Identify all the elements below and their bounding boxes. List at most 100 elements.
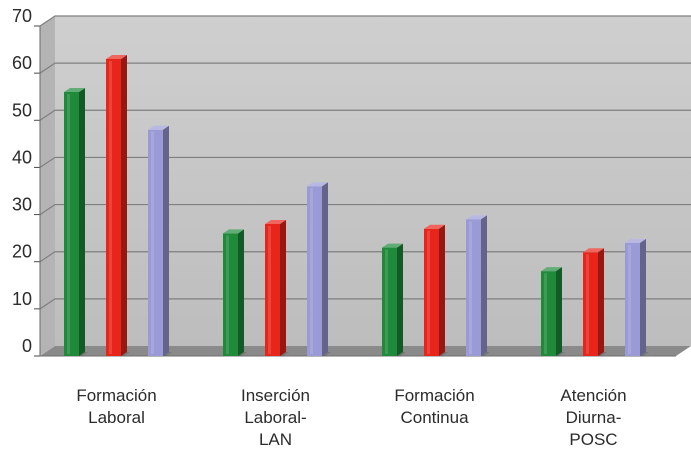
bar <box>625 238 649 356</box>
bar-highlight <box>427 230 430 354</box>
y-tick-label: 50 <box>12 100 32 120</box>
bar-highlight <box>544 273 547 354</box>
y-tick-label: 10 <box>12 289 32 309</box>
x-category-label-line: LAN <box>259 430 292 449</box>
bar-side <box>79 88 85 356</box>
x-category-label-line: Inserción <box>241 386 310 405</box>
bar-front <box>541 271 556 356</box>
bar-highlight <box>385 249 388 354</box>
plot-floor <box>40 346 691 357</box>
bar-front <box>148 129 163 356</box>
y-tick-label: 60 <box>12 53 32 73</box>
bar-top <box>64 88 85 92</box>
gridline <box>39 109 691 121</box>
bar-shadow <box>640 352 649 356</box>
x-category-label: Atención Diurna- POSC <box>560 386 626 449</box>
x-category-label: Inserción Laboral- LAN <box>241 386 310 449</box>
bar <box>424 224 448 356</box>
bar-top <box>583 248 604 253</box>
bar-side <box>280 220 286 356</box>
bar-front <box>106 59 121 356</box>
bar-side <box>397 243 403 356</box>
x-category-label-line: Diurna- <box>566 408 622 427</box>
bar-shadow <box>322 352 331 356</box>
bar-shadow <box>280 352 289 356</box>
bar-shadow <box>397 352 406 356</box>
bar-side <box>556 267 562 356</box>
gridline <box>39 62 691 74</box>
bar-top <box>466 215 487 220</box>
bar-top <box>541 267 562 272</box>
bar-top <box>106 55 127 59</box>
bar-top <box>625 238 646 243</box>
x-category-label-line: Continua <box>400 408 469 427</box>
bar-top <box>265 220 286 224</box>
bar <box>265 220 289 356</box>
bar-highlight <box>67 94 70 354</box>
x-category-label-line: Formación <box>76 386 156 405</box>
x-category-label-line: Laboral- <box>244 408 306 427</box>
bar-highlight <box>586 254 589 354</box>
bar <box>466 215 490 356</box>
gridline <box>39 156 691 168</box>
bar-highlight <box>268 226 271 354</box>
x-category-label-line: Formación <box>394 386 474 405</box>
bar <box>64 88 88 356</box>
bar <box>223 229 247 356</box>
y-axis-ticks: 0 10 20 30 40 50 60 70 <box>12 6 41 357</box>
bar-side <box>238 229 244 356</box>
gridline <box>39 15 691 27</box>
bar-side <box>481 215 487 356</box>
bar-shadow <box>481 352 490 356</box>
bar-side <box>121 55 127 356</box>
bar-front <box>625 242 640 356</box>
bar-shadow <box>121 352 130 356</box>
bar-top <box>223 229 244 234</box>
bar <box>307 182 331 356</box>
bar-highlight <box>226 235 229 354</box>
x-category-label-line: POSC <box>569 430 617 449</box>
bar-side <box>598 248 604 356</box>
y-tick-label: 20 <box>12 242 32 262</box>
side-wall <box>40 16 55 356</box>
bar <box>541 267 565 356</box>
floor <box>40 346 691 356</box>
bar-highlight <box>109 61 112 354</box>
x-axis-category-labels: Formación Laboral Inserción Laboral- LAN Form… <box>76 386 626 449</box>
y-tick-label: 40 <box>12 147 32 167</box>
bar <box>106 55 130 356</box>
bar-highlight <box>151 131 154 354</box>
bar <box>583 248 607 356</box>
bar-highlight <box>310 188 313 354</box>
bar-side <box>439 224 445 356</box>
bar-shadow <box>556 352 565 356</box>
bar-shadow <box>163 352 172 356</box>
bar-top <box>307 182 328 187</box>
bar-front <box>64 92 79 356</box>
bar-shadow <box>598 352 607 356</box>
bar-highlight <box>469 221 472 354</box>
bar-shadow <box>439 352 448 356</box>
gridline <box>39 203 691 216</box>
x-category-label: Formación Continua <box>394 386 474 427</box>
bar-front <box>424 228 439 356</box>
x-category-label: Formación Laboral <box>76 386 156 427</box>
bar-side <box>640 238 646 356</box>
x-category-label-line: Laboral <box>88 408 145 427</box>
bars <box>64 55 649 356</box>
bar-top <box>382 243 403 248</box>
bar-side <box>163 125 169 356</box>
bar-top <box>148 125 169 130</box>
bar-highlight <box>628 244 631 354</box>
bar-side <box>322 182 328 356</box>
bar-front <box>265 224 280 356</box>
y-tick-label: 70 <box>12 6 32 26</box>
bar <box>148 125 172 356</box>
x-category-label-line: Atención <box>560 386 626 405</box>
bar-front <box>223 233 238 356</box>
bar-front <box>307 186 322 356</box>
bar-shadow <box>238 352 247 356</box>
bar-front <box>583 252 598 356</box>
y-tick-label: 30 <box>12 195 32 215</box>
